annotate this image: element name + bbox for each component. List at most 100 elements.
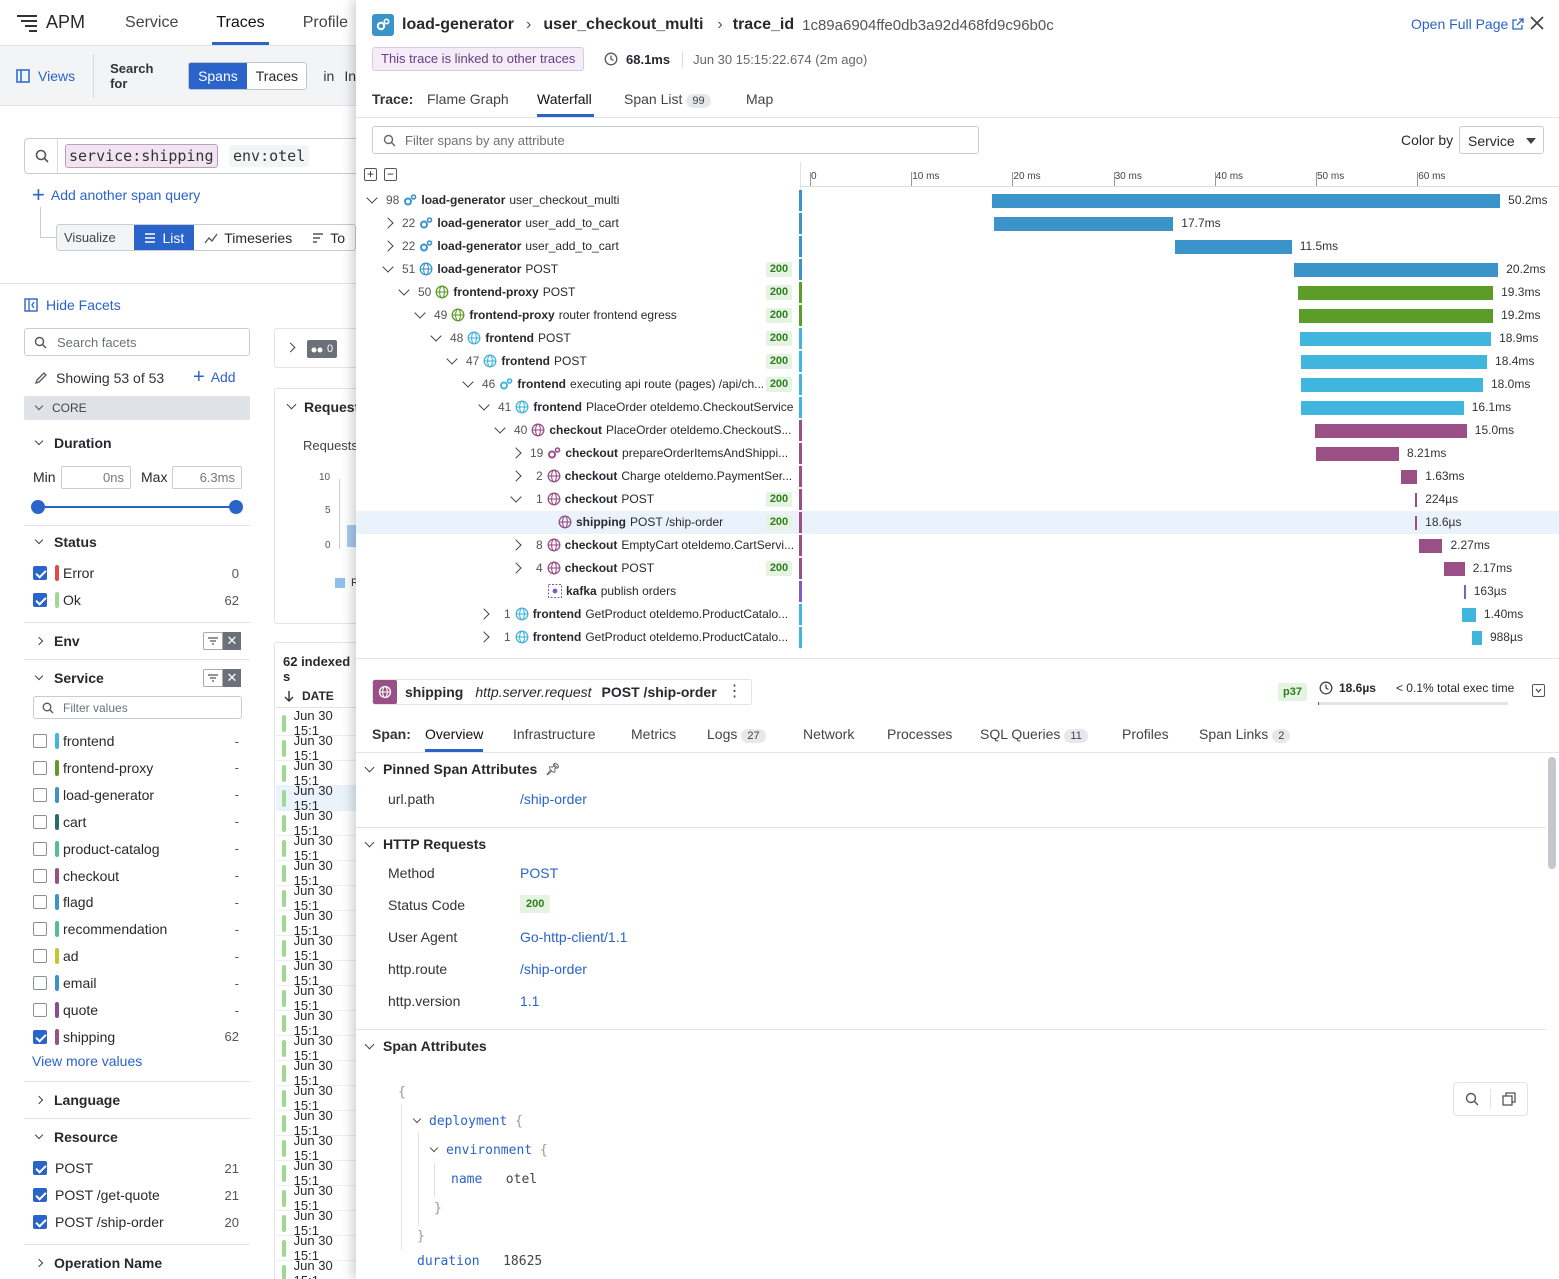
table-row[interactable]: Jun 30 15:1 [276, 1133, 356, 1163]
span-bar[interactable] [1297, 286, 1494, 300]
language-facet-header[interactable]: Language [34, 1092, 120, 1108]
table-row[interactable]: Jun 30 15:1 [276, 983, 356, 1013]
tab-metrics[interactable]: Metrics [631, 726, 676, 742]
chevron-right-icon[interactable] [478, 608, 490, 620]
span-bar[interactable] [1300, 401, 1464, 415]
open-full-page-link[interactable]: Open Full Page [1411, 16, 1524, 32]
tab-span-list[interactable]: Span List 99 [624, 91, 711, 108]
expand-all-icon[interactable]: + [364, 168, 377, 181]
span-bar[interactable] [1471, 631, 1482, 645]
search-facets-input[interactable]: Search facets [24, 328, 250, 356]
tab-map[interactable]: Map [746, 91, 774, 107]
chevron-down-icon[interactable] [429, 1143, 439, 1153]
span-row[interactable]: 8 checkout EmptyCart oteldemo.CartServi...… [356, 534, 1559, 557]
span-row[interactable]: 51 load-generator POST 200 20.2ms [356, 258, 1559, 281]
service-option-checkout[interactable]: checkout - [33, 867, 239, 884]
span-row[interactable]: 1 frontend GetProduct oteldemo.ProductCata… [356, 603, 1559, 626]
table-row[interactable]: Jun 30 15:1 [276, 958, 356, 988]
checkbox[interactable] [33, 787, 47, 802]
toplist-option[interactable]: To [302, 225, 355, 250]
tab-sql-queries[interactable]: SQL Queries 11 [980, 726, 1088, 743]
checkbox[interactable] [33, 949, 47, 964]
chevron-down-icon[interactable] [412, 1114, 422, 1124]
span-row[interactable]: 2 checkout Charge oteldemo.PaymentSer... 1.… [356, 465, 1559, 488]
collapse-detail-icon[interactable] [1532, 684, 1545, 697]
attribute-value[interactable]: /ship-order [520, 791, 587, 807]
resource-option[interactable]: POST /get-quote 21 [33, 1187, 239, 1203]
span-attributes-header[interactable]: Span Attributes [366, 1038, 487, 1054]
attribute-value[interactable]: /ship-order [520, 961, 587, 977]
pinned-attributes-header[interactable]: Pinned Span Attributes 📌︎ [366, 761, 561, 777]
resource-facet-header[interactable]: Resource [34, 1129, 118, 1145]
table-row[interactable]: Jun 30 15:1 [276, 1183, 356, 1213]
add-facet-button[interactable]: + Add [193, 367, 236, 387]
duration-max-input[interactable]: 6.3ms [172, 466, 242, 489]
more-options-icon[interactable]: ⋮ [726, 683, 743, 700]
span-row[interactable]: 1 checkout POST 200 224µs [356, 488, 1559, 511]
chevron-down-icon[interactable] [478, 399, 490, 411]
duration-slider-max-handle[interactable] [229, 500, 243, 514]
span-row[interactable]: shipping POST /ship-order 200 18.6µs [356, 511, 1559, 534]
span-bar[interactable] [1415, 516, 1418, 530]
chevron-right-icon[interactable] [382, 217, 394, 229]
menu-icon[interactable] [16, 14, 38, 32]
json-value[interactable]: 18625 [503, 1254, 543, 1269]
service-option-product-catalog[interactable]: product-catalog - [33, 840, 239, 857]
env-facet-header[interactable]: Env [34, 633, 80, 649]
duration-slider-track[interactable] [38, 506, 236, 508]
core-group-header[interactable]: CORE [24, 396, 250, 420]
service-option-ad[interactable]: ad - [33, 948, 239, 965]
tab-waterfall[interactable]: Waterfall [537, 91, 592, 107]
nav-service[interactable]: Service [125, 13, 179, 31]
table-row[interactable]: Jun 30 15:1 [276, 1008, 356, 1038]
nav-traces[interactable]: Traces [212, 13, 270, 45]
span-row[interactable]: 19 checkout prepareOrderItemsAndShippi... 8… [356, 442, 1559, 465]
span-bar[interactable] [1175, 240, 1292, 254]
trace-service[interactable]: load-generator [402, 16, 515, 33]
query-token-env[interactable]: env:otel [229, 145, 310, 167]
filter-icon[interactable] [203, 669, 223, 687]
table-row[interactable]: Jun 30 15:1 [276, 783, 356, 813]
checkbox[interactable] [33, 976, 47, 991]
pencil-icon[interactable] [34, 371, 48, 385]
table-row[interactable]: Jun 30 15:1 [276, 1058, 356, 1088]
span-bar[interactable] [1401, 470, 1418, 484]
checkbox[interactable] [33, 895, 47, 910]
checkbox[interactable] [33, 1161, 47, 1175]
checkbox[interactable] [33, 734, 47, 748]
tab-overview[interactable]: Overview [425, 726, 483, 742]
trace-id-value[interactable]: 1c89a6904ffe0db3a92d468fd9c96b0c [802, 16, 1054, 34]
chevron-right-icon[interactable] [478, 631, 490, 643]
tab-infrastructure[interactable]: Infrastructure [513, 726, 595, 742]
timeseries-option[interactable]: Timeseries [194, 225, 302, 250]
service-option-quote[interactable]: quote - [33, 1002, 239, 1018]
tab-flame-graph[interactable]: Flame Graph [427, 91, 509, 107]
span-row[interactable]: kafka publish orders 163µs [356, 580, 1559, 603]
service-option-frontend[interactable]: frontend - [33, 733, 239, 749]
span-bar[interactable] [1463, 585, 1466, 599]
service-option-shipping[interactable]: shipping 62 [33, 1028, 239, 1045]
chevron-down-icon[interactable] [494, 422, 506, 434]
span-query-input[interactable]: service:shipping env:otel [24, 138, 356, 174]
filter-icon[interactable] [203, 632, 223, 650]
span-bar[interactable] [1293, 263, 1499, 277]
table-row[interactable]: Jun 30 15:1 [276, 1208, 356, 1238]
collapse-all-icon[interactable]: − [384, 168, 397, 181]
chevron-right-icon[interactable] [510, 447, 522, 459]
checkbox[interactable] [33, 922, 47, 937]
service-option-frontend-proxy[interactable]: frontend-proxy - [33, 759, 239, 776]
filter-spans-input[interactable]: Filter spans by any attribute [372, 126, 979, 154]
date-column-header[interactable]: DATE [276, 684, 356, 708]
table-row[interactable]: Jun 30 15:1 [276, 1108, 356, 1138]
span-bar[interactable] [994, 217, 1174, 231]
checkbox[interactable] [33, 814, 47, 829]
list-option[interactable]: List [134, 225, 195, 250]
checkbox[interactable] [33, 1003, 47, 1017]
status-facet-header[interactable]: Status [34, 534, 97, 550]
view-more-values-link[interactable]: View more values [32, 1053, 143, 1069]
span-row[interactable]: 50 frontend-proxy POST 200 19.3ms [356, 281, 1559, 304]
span-row[interactable]: 1 frontend GetProduct oteldemo.ProductCata… [356, 626, 1559, 649]
chevron-down-icon[interactable] [446, 353, 458, 365]
span-bar[interactable] [992, 194, 1501, 208]
service-filter-input[interactable]: Filter values [33, 696, 242, 719]
